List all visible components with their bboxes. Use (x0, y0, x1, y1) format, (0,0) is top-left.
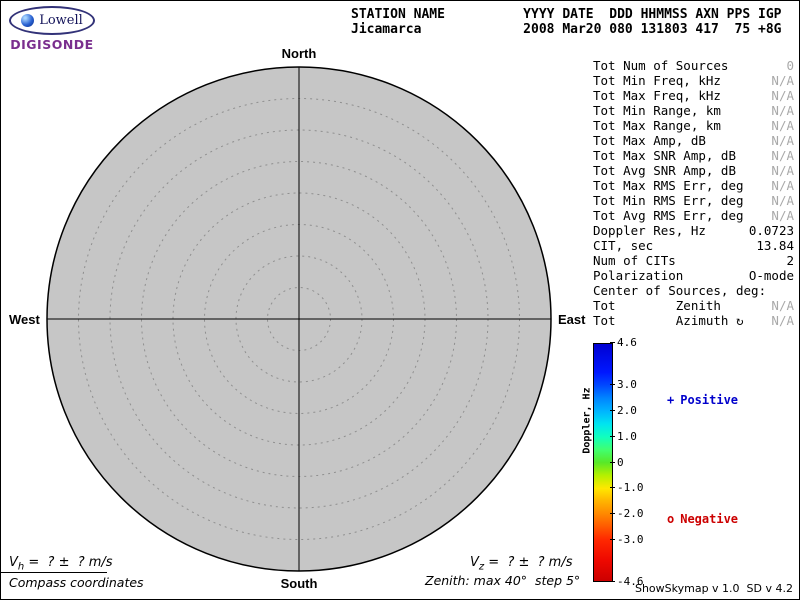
stat-row: Tot Max Range, km N/A (593, 118, 794, 133)
vh-symbol: V (9, 555, 18, 570)
logo-product-text: DIGISONDE (10, 37, 94, 52)
skymap-plot (46, 66, 552, 572)
stat-row: Tot Num of Sources 0 (593, 58, 794, 73)
stat-row: Center of Sources, deg: (593, 283, 794, 298)
coordinates-note: Compass coordinates (9, 575, 144, 590)
stat-label: Tot Zenith (593, 298, 721, 313)
stat-value: N/A (771, 193, 794, 208)
stat-value: N/A (771, 103, 794, 118)
positive-legend-label: Positive (680, 393, 739, 407)
lowell-logo-oval: Lowell (9, 6, 95, 35)
stat-row: Tot Max RMS Err, deg N/A (593, 178, 794, 193)
stat-label: Tot Max Amp, dB (593, 133, 706, 148)
stat-label: Tot Num of Sources (593, 58, 729, 73)
plus-marker-icon: + (667, 393, 675, 407)
stat-label: Tot Min RMS Err, deg (593, 193, 744, 208)
stat-value: N/A (771, 163, 794, 178)
stat-row: Tot Max SNR Amp, dB N/A (593, 148, 794, 163)
lowell-logo: Lowell DIGISONDE (9, 6, 109, 52)
stat-row: Tot Avg RMS Err, deg N/A (593, 208, 794, 223)
stat-value: N/A (771, 148, 794, 163)
stat-value: N/A (771, 118, 794, 133)
stat-value: N/A (771, 178, 794, 193)
stat-value: N/A (771, 208, 794, 223)
stat-label: Tot Azimuth ↻ (593, 313, 744, 328)
stat-value: N/A (771, 313, 794, 328)
positive-legend: + Positive (667, 393, 738, 407)
version-credit: ShowSkymap v 1.0 SD v 4.2 (634, 582, 793, 595)
doppler-colorbar (593, 343, 613, 582)
stat-value: N/A (771, 298, 794, 313)
vz-readout: Vz = ? ± ? m/s (470, 555, 572, 573)
stat-row: Num of CITs 2 (593, 253, 794, 268)
stat-label: Doppler Res, Hz (593, 223, 706, 238)
stat-row: CIT, sec 13.84 (593, 238, 794, 253)
stat-value: 0.0723 (748, 223, 794, 238)
colorbar-tick-label: -2.0 (610, 507, 644, 521)
footer-divider (1, 572, 107, 573)
vh-value: = ? ± ? m/s (24, 555, 113, 570)
stats-panel: Tot Num of Sources 0 Tot Min Freq, kHz N/A T… (593, 58, 794, 328)
stat-row: Tot Min RMS Err, deg N/A (593, 193, 794, 208)
negative-legend-label: Negative (680, 512, 739, 526)
header-values: Jicamarca 2008 Mar20 080 131803 417 75 +… (351, 22, 782, 37)
stat-row: Tot Avg SNR Amp, dB N/A (593, 163, 794, 178)
colorbar-tick-label: -3.0 (610, 533, 644, 547)
stat-label: Center of Sources, deg: (593, 283, 767, 298)
circle-marker-icon: o (667, 512, 675, 526)
stat-label: Tot Min Range, km (593, 103, 721, 118)
stat-label: Tot Avg RMS Err, deg (593, 208, 744, 223)
vh-subscript: h (17, 561, 25, 573)
stat-value: N/A (771, 88, 794, 103)
stat-label: Tot Min Freq, kHz (593, 73, 721, 88)
station-header: STATION NAME YYYY DATE DDD HHMMSS AXN PP… (351, 7, 781, 37)
stat-label: Tot Max SNR Amp, dB (593, 148, 736, 163)
globe-icon (21, 14, 35, 27)
stat-value: 0 (786, 58, 794, 73)
colorbar-tick-label: -4.6 (610, 575, 644, 588)
colorbar-tick-label: 0 (610, 455, 624, 469)
stat-label: Tot Max Freq, kHz (593, 88, 721, 103)
stat-row: Tot Azimuth ↻ N/A (593, 313, 794, 328)
colorbar-tick-label: 3.0 (610, 377, 637, 391)
stat-label: CIT, sec (593, 238, 654, 253)
stat-value: N/A (771, 133, 794, 148)
vz-subscript: z (478, 561, 485, 573)
stat-value: 2 (786, 253, 794, 268)
colorbar-tick-label: 1.0 (610, 429, 637, 443)
stat-value: N/A (771, 73, 794, 88)
stat-row: Tot Max Freq, kHz N/A (593, 88, 794, 103)
compass-label-east: East (558, 312, 586, 327)
stat-row: Tot Min Range, km N/A (593, 103, 794, 118)
stat-label: Polarization (593, 268, 684, 283)
vz-value: = ? ± ? m/s (484, 555, 573, 570)
zenith-range-note: Zenith: max 40° step 5° (425, 573, 581, 588)
stat-row: Doppler Res, Hz 0.0723 (593, 223, 794, 238)
stat-label: Tot Max RMS Err, deg (593, 178, 744, 193)
vz-symbol: V (470, 555, 479, 570)
compass-label-south: South (280, 576, 318, 591)
colorbar-tick-label: -1.0 (610, 481, 644, 495)
header-column-titles: STATION NAME YYYY DATE DDD HHMMSS AXN PP… (351, 7, 782, 22)
stat-label: Num of CITs (593, 253, 676, 268)
stat-label: Tot Max Range, km (593, 118, 721, 133)
logo-brand-text: Lowell (39, 13, 83, 28)
vh-readout: Vh = ? ± ? m/s (9, 555, 113, 573)
compass-label-west: West (9, 312, 40, 327)
colorbar-tick-labels: 4.6 3.0 2.0 1.0 0 -1.0 -2.0 -3.0 -4.6 (610, 337, 659, 588)
compass-label-north: North (281, 46, 317, 61)
stat-label: Tot Avg SNR Amp, dB (593, 163, 736, 178)
stat-row: Tot Max Amp, dB N/A (593, 133, 794, 148)
colorbar-tick-label: 4.6 (610, 336, 637, 349)
negative-legend: o Negative (667, 512, 738, 526)
stat-value: 13.84 (756, 238, 794, 253)
stat-row: Tot Min Freq, kHz N/A (593, 73, 794, 88)
stat-row: Polarization O-mode (593, 268, 794, 283)
stat-row: Tot Zenith N/A (593, 298, 794, 313)
colorbar-tick-label: 2.0 (610, 403, 637, 417)
stat-value: O-mode (748, 268, 794, 283)
